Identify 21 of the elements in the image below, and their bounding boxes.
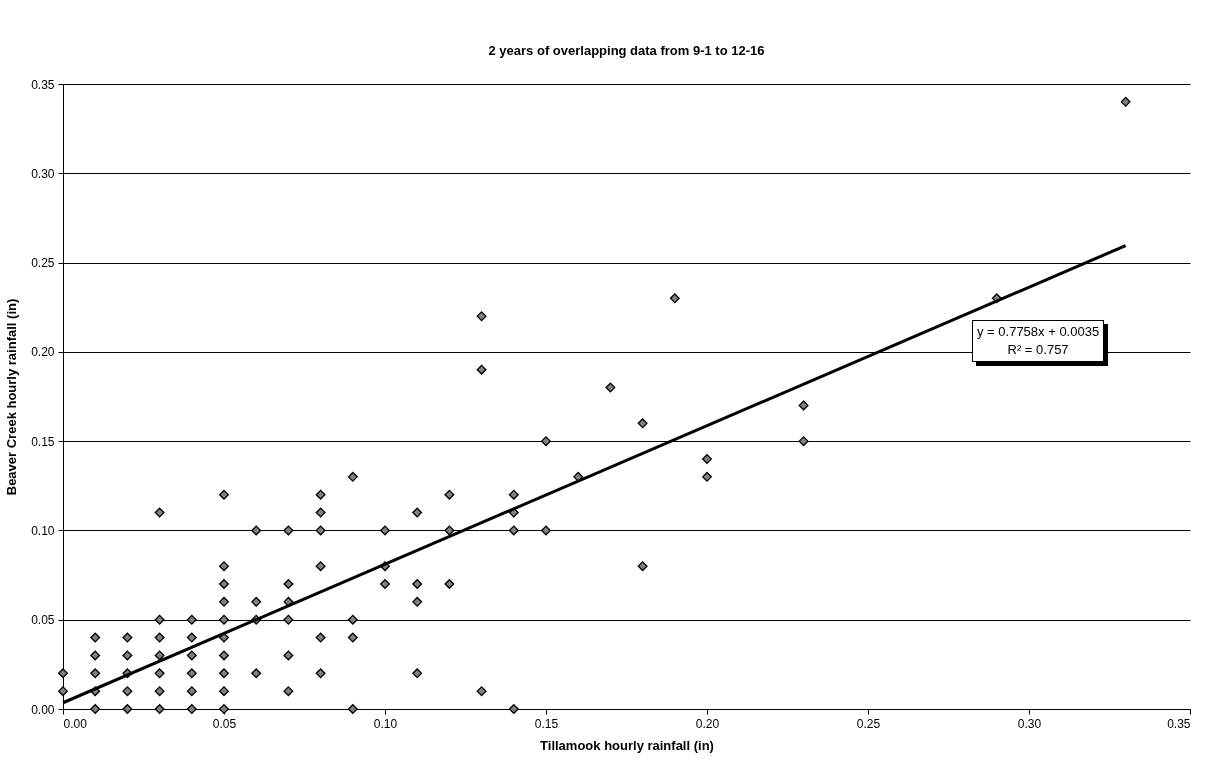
x-tick-label: 0.30 — [1017, 716, 1042, 731]
x-tick-label: 0.00 — [63, 716, 88, 731]
y-tick-label: 0.25 — [31, 256, 55, 271]
annotation: R² = 0.757 — [1006, 341, 1070, 359]
chart-title: 2 years of overlapping data from 9-1 to 12-16 — [488, 43, 765, 58]
y-tick-label: 0.35 — [31, 77, 55, 92]
x-tick-label: 0.35 — [1167, 716, 1191, 731]
y-tick-label: 0.20 — [31, 345, 55, 360]
y-tick-label: 0.30 — [31, 166, 55, 181]
x-tick-label: 0.15 — [534, 716, 559, 731]
x-tick-label: 0.10 — [373, 716, 398, 731]
x-axis-title: Tillamook hourly rainfall (in) — [540, 737, 714, 753]
x-tick-label: 0.25 — [856, 716, 881, 731]
annotation: y = 0.7758x + 0.0035 — [977, 323, 1100, 341]
y-axis-title: Beaver Creek hourly rainfall (in) — [4, 298, 20, 496]
y-tick-label: 0.00 — [31, 702, 55, 717]
y-tick-label: 0.05 — [31, 613, 55, 628]
y-tick-label: 0.10 — [31, 523, 55, 538]
x-tick-label: 0.20 — [695, 716, 720, 731]
x-tick-label: 0.05 — [212, 716, 237, 731]
y-tick-label: 0.15 — [31, 434, 55, 449]
